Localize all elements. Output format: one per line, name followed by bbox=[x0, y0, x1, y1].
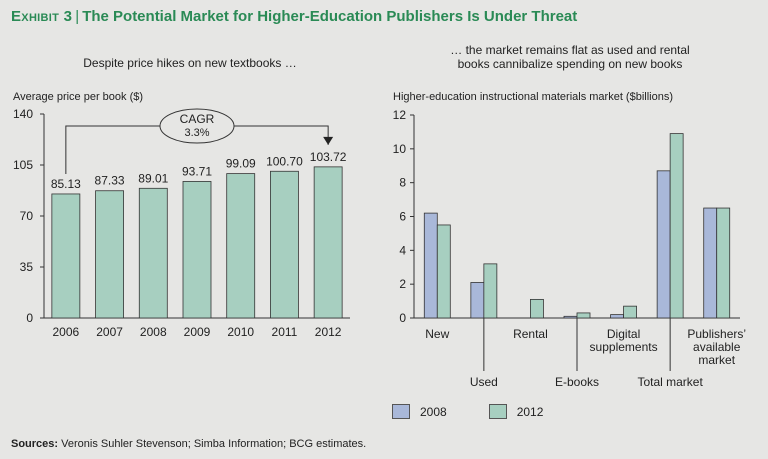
right-category-label-0: New bbox=[425, 327, 449, 341]
right-bar-2012-1 bbox=[483, 263, 498, 319]
right-category-label-6: available bbox=[693, 340, 741, 354]
legend: 2008 2012 bbox=[392, 404, 585, 419]
right-chart-subtitle: … the market remains flat as used and re… bbox=[400, 43, 740, 71]
right-category-label-6: market bbox=[698, 353, 735, 367]
right-bar-2008-5 bbox=[656, 170, 671, 319]
left-bar-2011 bbox=[270, 170, 299, 319]
right-category-label-4: Digital bbox=[607, 327, 640, 341]
legend-swatch-2008 bbox=[392, 404, 410, 419]
right-bar-2012-6 bbox=[716, 207, 731, 319]
left-bar-2008 bbox=[138, 187, 168, 319]
right-subtitle-line-1: … the market remains flat as used and re… bbox=[450, 43, 690, 57]
left-bar-2006 bbox=[51, 193, 81, 319]
right-y-tick-label: 0 bbox=[399, 311, 406, 325]
right-y-tick-label: 8 bbox=[399, 176, 406, 190]
left-bar-2012 bbox=[313, 166, 343, 319]
right-category-label-6: Publishers’ bbox=[687, 327, 746, 341]
left-y-tick-label: 105 bbox=[13, 158, 33, 172]
right-bar-2008-0 bbox=[423, 212, 438, 319]
left-price-chart: Average price per book ($) 0 35 70 105 140 85.… bbox=[13, 91, 350, 339]
sources-note: Sources: Veronis Suhler Stevenson; Simba… bbox=[11, 438, 366, 450]
sources-text: Veronis Suhler Stevenson; Simba Informat… bbox=[58, 438, 367, 450]
left-y-tick-label: 0 bbox=[26, 311, 33, 325]
right-market-chart: Higher-education instructional materials… bbox=[393, 91, 746, 389]
left-y-tick-label: 35 bbox=[20, 260, 34, 274]
legend-label-2008: 2008 bbox=[420, 404, 447, 419]
left-bar-2007 bbox=[95, 190, 124, 319]
left-value-label-2009: 93.71 bbox=[182, 164, 212, 178]
left-value-label-2010: 99.09 bbox=[226, 157, 256, 171]
right-bar-2008-1 bbox=[470, 282, 485, 319]
right-category-label-3: E-books bbox=[555, 375, 599, 389]
cagr-arrow-head bbox=[323, 136, 334, 145]
sources-label: Sources: bbox=[11, 438, 59, 450]
right-category-label-4: supplements bbox=[590, 340, 658, 354]
left-bar-2010 bbox=[226, 173, 256, 319]
right-category-label-1: Used bbox=[470, 375, 498, 389]
left-value-label-2008: 89.01 bbox=[138, 171, 168, 185]
left-value-label-2007: 87.33 bbox=[95, 174, 125, 188]
left-y-tick-label: 70 bbox=[20, 209, 34, 223]
left-bar-2009 bbox=[182, 181, 212, 319]
right-y-tick-label: 2 bbox=[399, 277, 406, 291]
right-bar-2012-5 bbox=[669, 133, 684, 319]
right-subtitle-line-2: books cannibalize spending on new books bbox=[457, 57, 683, 71]
right-y-tick-label: 12 bbox=[393, 108, 407, 122]
legend-swatch-2012 bbox=[488, 404, 507, 419]
right-y-axis-label: Higher-education instructional materials… bbox=[393, 91, 673, 103]
exhibit-title: Exhibit 3 | The Potential Market for Highe… bbox=[11, 8, 577, 25]
right-y-tick-label: 4 bbox=[399, 243, 406, 257]
right-y-tick-label: 10 bbox=[393, 142, 407, 156]
left-category-label-2007: 2007 bbox=[96, 325, 123, 339]
right-bar-2008-4 bbox=[610, 314, 624, 319]
cagr-label: CAGR bbox=[180, 112, 215, 126]
left-value-label-2012: 103.72 bbox=[310, 150, 347, 164]
left-value-label-2006: 85.13 bbox=[51, 177, 81, 191]
right-bar-2012-0 bbox=[436, 224, 451, 319]
legend-label-2012: 2012 bbox=[516, 404, 544, 419]
right-category-label-2: Rental bbox=[513, 327, 548, 341]
right-bar-2012-4 bbox=[623, 305, 637, 319]
legend-item-2008: 2008 bbox=[392, 404, 447, 419]
exhibit-label: Exhibit 3 bbox=[11, 8, 73, 25]
exhibit-heading: The Potential Market for Higher-Educatio… bbox=[82, 8, 578, 25]
left-category-label-2008: 2008 bbox=[140, 325, 167, 339]
left-category-label-2011: 2011 bbox=[272, 325, 298, 339]
left-category-label-2009: 2009 bbox=[184, 325, 211, 339]
left-value-label-2011: 100.70 bbox=[266, 154, 303, 168]
right-bar-2012-3 bbox=[576, 312, 591, 319]
right-bar-2008-6 bbox=[703, 207, 718, 319]
left-category-label-2006: 2006 bbox=[53, 325, 80, 339]
cagr-value: 3.3% bbox=[184, 127, 209, 139]
right-bar-2012-2 bbox=[530, 298, 544, 319]
right-bar-2008-3 bbox=[563, 315, 578, 319]
left-y-tick-label: 140 bbox=[13, 107, 33, 121]
left-category-label-2010: 2010 bbox=[227, 325, 254, 339]
left-chart-subtitle: Despite price hikes on new textbooks … bbox=[83, 56, 297, 70]
legend-item-2012: 2012 bbox=[488, 404, 544, 419]
right-category-label-5: Total market bbox=[637, 375, 703, 389]
title-separator: | bbox=[75, 8, 80, 25]
left-category-label-2012: 2012 bbox=[315, 325, 342, 339]
right-y-tick-label: 6 bbox=[399, 210, 406, 224]
cagr-bubble bbox=[159, 108, 235, 144]
left-y-axis-label: Average price per book ($) bbox=[13, 91, 143, 103]
